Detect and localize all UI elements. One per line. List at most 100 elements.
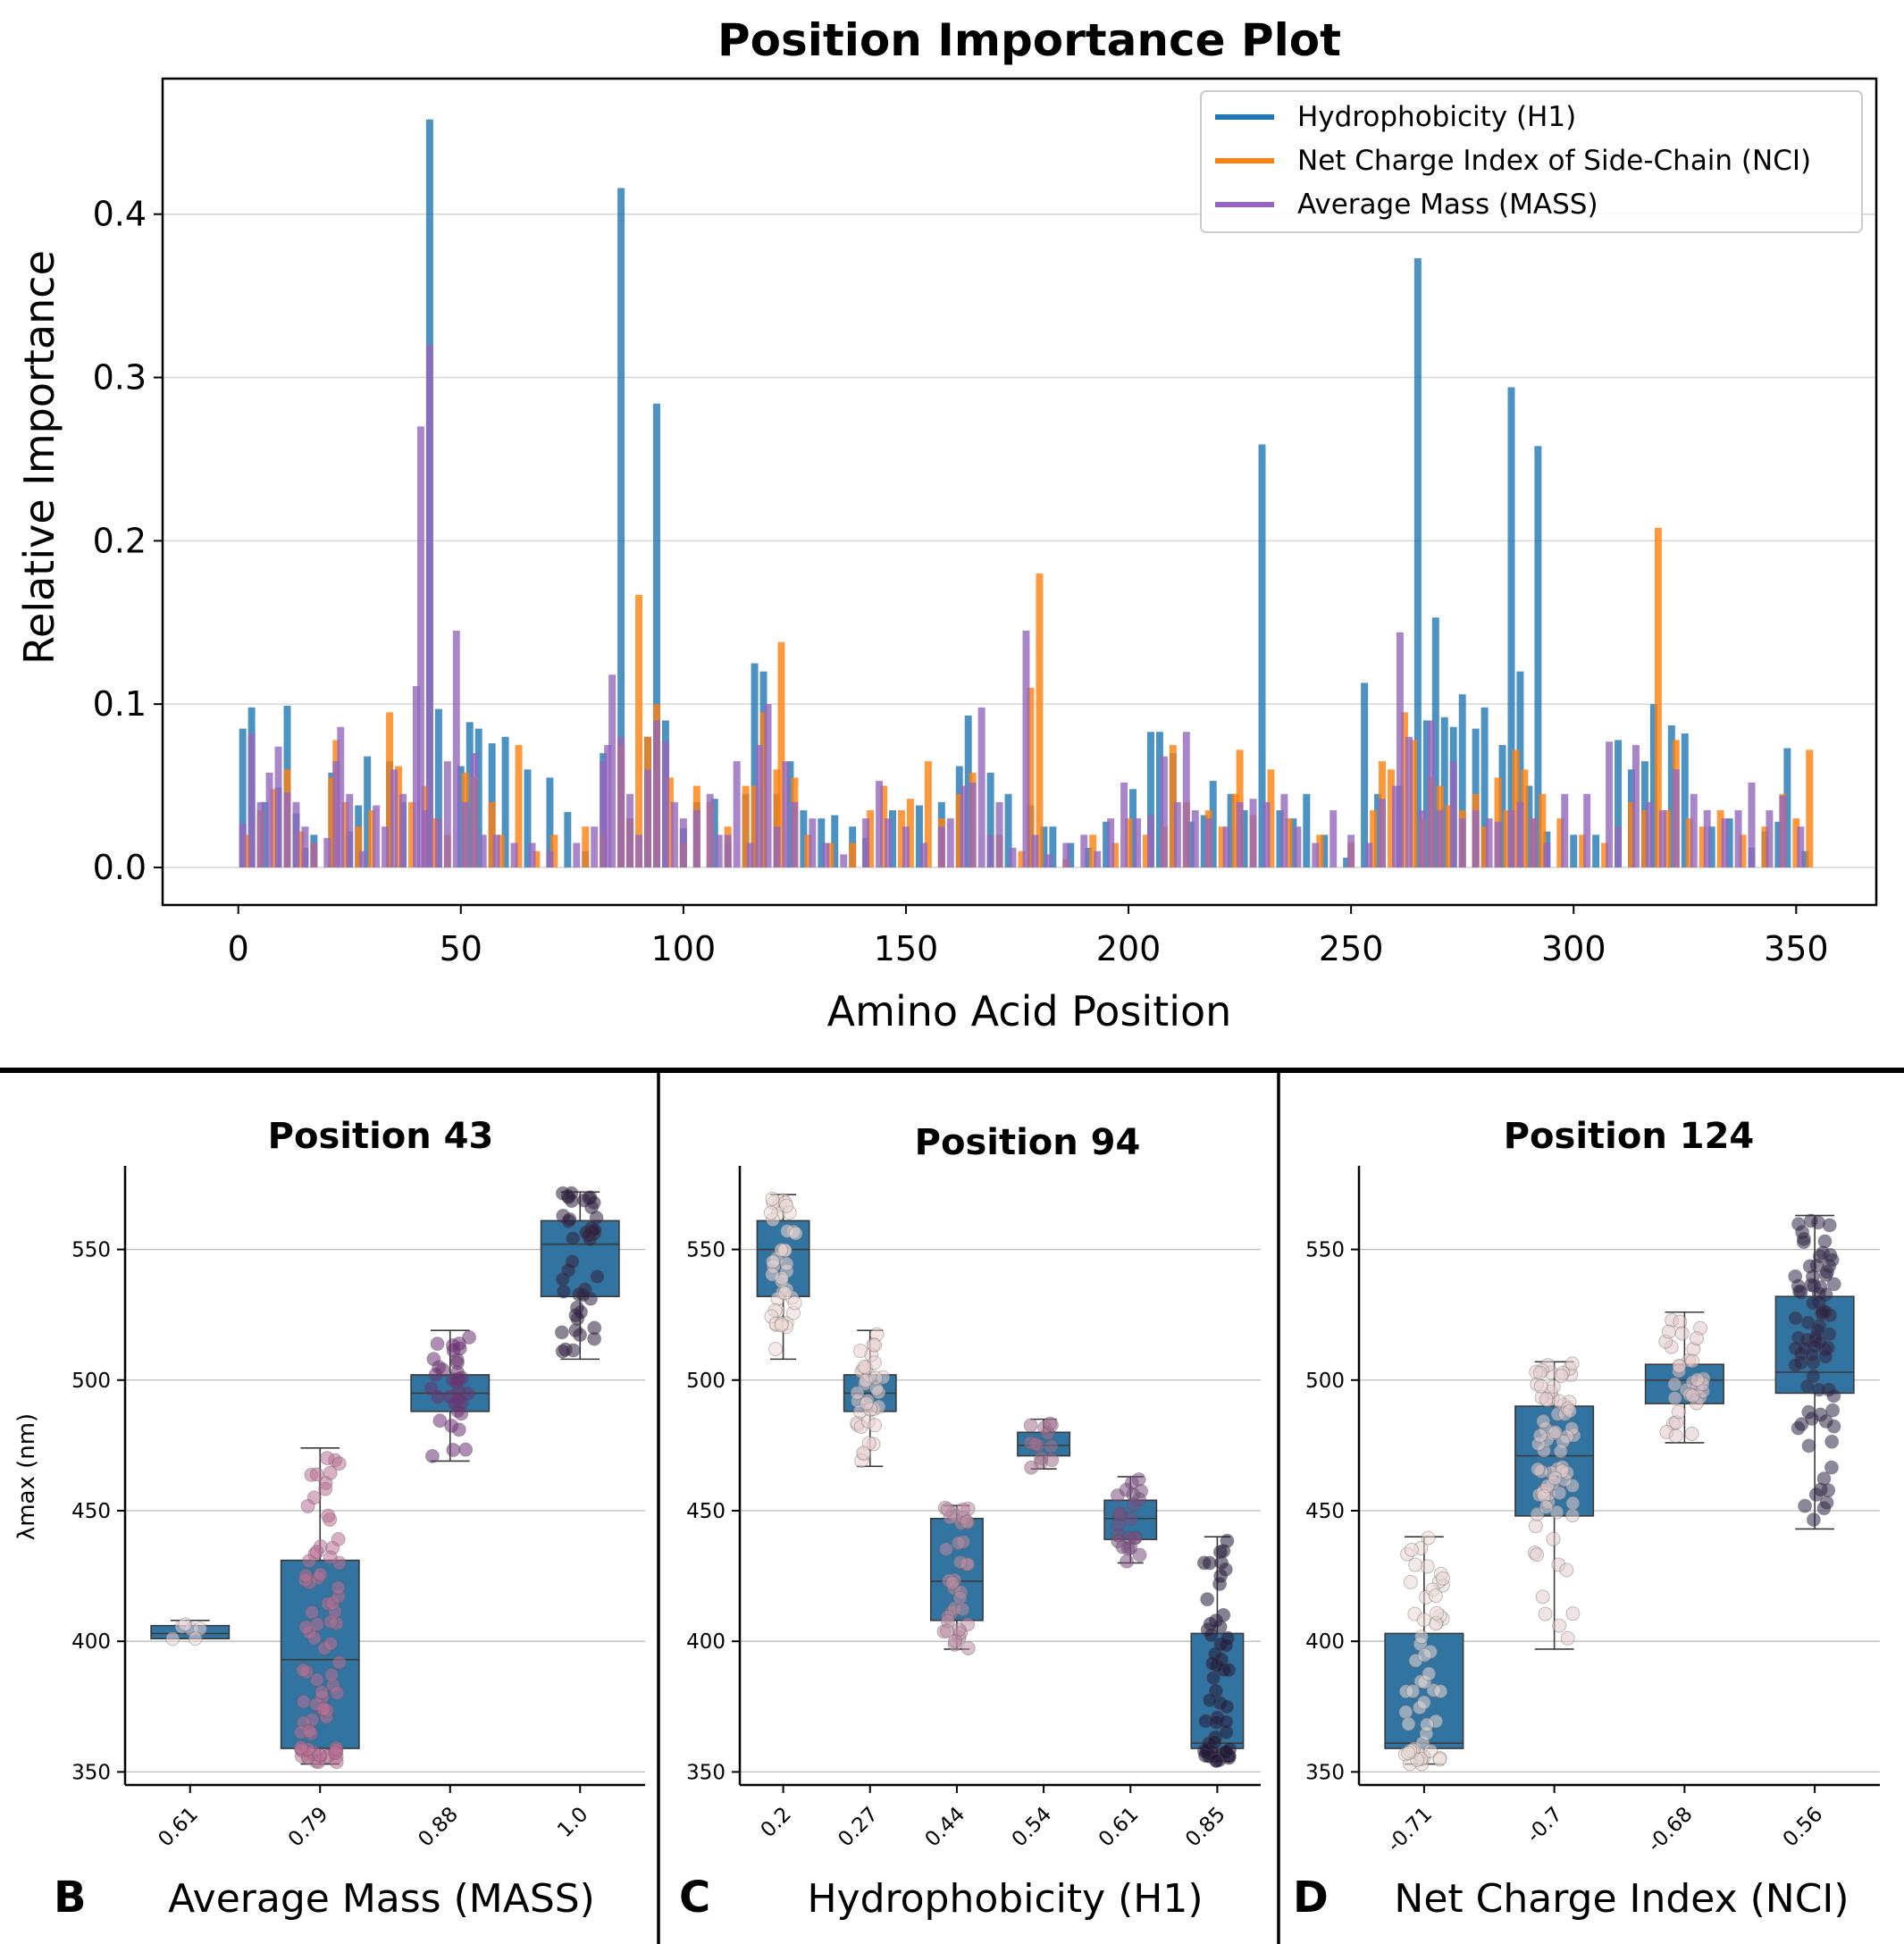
data-point: [1423, 1743, 1438, 1758]
data-point: [568, 1323, 583, 1338]
importance-bar: [1543, 842, 1551, 867]
data-point: [1221, 1663, 1237, 1678]
x-tick-label: 0.85: [1181, 1803, 1230, 1852]
data-point: [1552, 1486, 1567, 1501]
importance-bar: [1387, 769, 1395, 867]
panel-c-title: Position 94: [915, 1122, 1141, 1163]
importance-bar: [1645, 801, 1653, 867]
importance-bar: [1606, 742, 1614, 867]
x-tick-label: 0.54: [1008, 1803, 1057, 1852]
data-point: [1209, 1753, 1224, 1768]
importance-bar: [1672, 769, 1680, 867]
importance-bar: [764, 704, 772, 867]
data-point: [331, 1456, 347, 1471]
importance-bar: [323, 838, 331, 867]
data-point: [424, 1381, 439, 1396]
data-point: [1532, 1365, 1548, 1380]
importance-bar: [1111, 842, 1120, 867]
importance-bar: [1534, 446, 1542, 867]
importance-bar: [1716, 809, 1724, 867]
data-point: [1416, 1695, 1431, 1710]
data-point: [444, 1418, 459, 1433]
importance-bar: [1480, 707, 1489, 867]
importance-bar: [786, 761, 794, 867]
importance-bar: [1512, 750, 1520, 867]
importance-bar: [1748, 782, 1756, 867]
data-point: [774, 1243, 789, 1258]
importance-bar: [1734, 809, 1742, 867]
data-point: [1809, 1258, 1824, 1273]
data-point: [1531, 1462, 1546, 1477]
importance-bar: [1539, 793, 1547, 867]
data-point: [309, 1545, 324, 1560]
data-point: [1112, 1506, 1128, 1521]
y-gridlines: [163, 213, 1876, 868]
data-point: [1799, 1378, 1815, 1394]
importance-bar: [1173, 801, 1181, 867]
importance-bar: [1107, 818, 1115, 867]
data-point: [859, 1395, 874, 1411]
importance-bar: [1036, 573, 1044, 867]
importance-bar: [800, 809, 808, 867]
importance-bar: [1480, 826, 1489, 867]
importance-bar: [924, 761, 932, 867]
data-point: [331, 1655, 347, 1670]
data-point: [1536, 1413, 1551, 1429]
importance-bar: [1249, 799, 1257, 867]
importance-bar: [382, 826, 390, 867]
x-tick-label: 50: [440, 929, 482, 968]
x-tick-label: 0.44: [921, 1803, 970, 1852]
importance-bar: [1516, 671, 1524, 867]
importance-bar: [292, 801, 300, 867]
importance-bar: [706, 793, 714, 867]
data-point: [1044, 1438, 1059, 1454]
importance-bar: [274, 746, 282, 867]
panel-b-xlabel: Average Mass (MASS): [168, 1876, 595, 1922]
data-point: [1805, 1347, 1820, 1362]
data-point: [788, 1226, 803, 1241]
panel-c-letter: C: [679, 1873, 710, 1923]
importance-bar: [995, 801, 1003, 867]
importance-bar: [492, 834, 500, 867]
importance-bar: [524, 769, 532, 867]
importance-bar: [457, 766, 465, 867]
series-2: [239, 344, 1805, 867]
importance-bar: [1094, 850, 1102, 867]
y-axis-label: Relative Importance: [15, 250, 63, 665]
importance-bar: [1521, 769, 1529, 867]
importance-bar: [915, 805, 923, 867]
data-point: [449, 1375, 464, 1390]
data-point: [856, 1445, 871, 1461]
data-point: [316, 1701, 331, 1716]
y-tick-label: 450: [71, 1500, 111, 1523]
importance-bar: [501, 736, 509, 867]
data-point: [561, 1190, 576, 1205]
data-point: [1023, 1418, 1038, 1433]
importance-bar: [1080, 834, 1088, 867]
data-point: [1791, 1217, 1807, 1232]
x-tick-label: 0.27: [834, 1803, 883, 1852]
data-point: [940, 1502, 955, 1517]
data-point: [1417, 1647, 1432, 1663]
importance-bar: [1289, 818, 1297, 867]
data-point: [1532, 1428, 1548, 1443]
data-point: [1788, 1269, 1803, 1284]
importance-bar: [412, 686, 420, 867]
importance-bar: [368, 809, 376, 867]
x-tick-label: 250: [1319, 929, 1384, 968]
importance-bar: [546, 850, 554, 867]
importance-bar: [1703, 809, 1711, 867]
x-tick-label: 0: [228, 929, 249, 968]
importance-bar: [617, 188, 625, 867]
importance-bar: [1658, 809, 1666, 867]
data-point: [432, 1360, 447, 1375]
x-axis-ticks: 0 50 100 150 200 250 300 350: [228, 905, 1829, 968]
data-point: [313, 1567, 328, 1582]
data-point: [1824, 1253, 1840, 1268]
importance-bar: [515, 744, 523, 867]
data-point: [765, 1254, 780, 1269]
data-point: [1111, 1534, 1126, 1549]
y-tick-label: 350: [686, 1761, 726, 1784]
chart-title: Position Importance Plot: [717, 14, 1341, 66]
data-point: [1806, 1369, 1821, 1384]
